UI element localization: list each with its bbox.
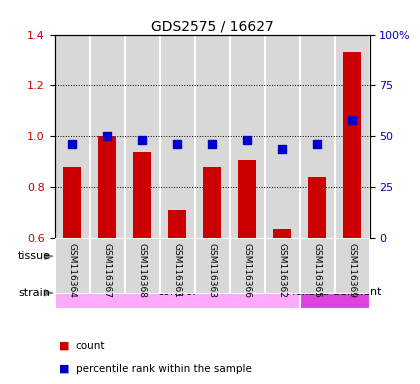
Text: Hoxb1a deficient: Hoxb1a deficient: [287, 287, 382, 297]
Text: GSM116364: GSM116364: [68, 243, 76, 298]
Bar: [299, 35, 335, 238]
Bar: [203, 167, 221, 238]
Point: [314, 141, 320, 147]
Text: GSM116361: GSM116361: [173, 243, 181, 298]
FancyBboxPatch shape: [125, 238, 160, 294]
FancyBboxPatch shape: [230, 238, 265, 294]
FancyBboxPatch shape: [160, 238, 194, 294]
Text: ■: ■: [59, 364, 69, 374]
Bar: [194, 35, 230, 238]
Text: GSM116369: GSM116369: [348, 243, 357, 298]
Text: ■: ■: [59, 341, 69, 351]
FancyBboxPatch shape: [335, 238, 370, 294]
Bar: [168, 210, 186, 238]
Bar: [134, 152, 151, 238]
Text: strain: strain: [18, 288, 50, 298]
FancyBboxPatch shape: [160, 240, 370, 273]
FancyBboxPatch shape: [55, 238, 89, 294]
FancyBboxPatch shape: [194, 238, 230, 294]
Text: GSM116365: GSM116365: [312, 243, 322, 298]
Bar: [335, 35, 370, 238]
Point: [244, 137, 250, 144]
Point: [209, 141, 215, 147]
Bar: [55, 35, 89, 238]
Point: [349, 117, 355, 123]
Bar: [89, 35, 125, 238]
Bar: [344, 52, 361, 238]
Bar: [265, 35, 299, 238]
Bar: [98, 136, 116, 238]
Text: GSM116362: GSM116362: [278, 243, 286, 298]
Point: [104, 133, 110, 139]
Text: GSM116366: GSM116366: [243, 243, 252, 298]
Point: [279, 146, 286, 152]
Text: GSM116368: GSM116368: [138, 243, 147, 298]
Text: count: count: [76, 341, 105, 351]
FancyBboxPatch shape: [299, 276, 370, 309]
Bar: [63, 167, 81, 238]
Text: GSM116363: GSM116363: [207, 243, 217, 298]
Text: percentile rank within the sample: percentile rank within the sample: [76, 364, 252, 374]
FancyBboxPatch shape: [265, 238, 299, 294]
Text: rhombomere 4: rhombomere 4: [223, 251, 306, 261]
FancyBboxPatch shape: [55, 276, 299, 309]
Bar: [160, 35, 194, 238]
FancyBboxPatch shape: [299, 238, 335, 294]
Text: tissue: tissue: [17, 251, 50, 262]
Point: [174, 141, 181, 147]
Bar: [230, 35, 265, 238]
Bar: [239, 161, 256, 238]
Point: [139, 137, 145, 144]
Text: control: control: [158, 287, 197, 297]
Bar: [125, 35, 160, 238]
Title: GDS2575 / 16627: GDS2575 / 16627: [151, 20, 273, 33]
Bar: [273, 229, 291, 238]
Text: GSM116367: GSM116367: [102, 243, 112, 298]
FancyBboxPatch shape: [89, 238, 125, 294]
Bar: [308, 177, 326, 238]
FancyBboxPatch shape: [55, 240, 160, 273]
Point: [69, 141, 76, 147]
Text: rhombomere 2: rhombomere 2: [66, 251, 148, 261]
